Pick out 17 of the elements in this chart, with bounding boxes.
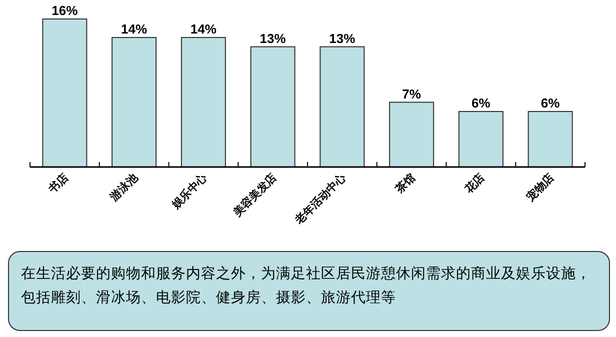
x-tick-label: 宠物店	[523, 170, 556, 204]
data-label: 14%	[121, 22, 148, 36]
x-tick-label: 游泳池	[106, 170, 141, 204]
data-label: 13%	[260, 30, 286, 46]
x-tick-label: 茶馆	[392, 170, 418, 196]
x-tick-label: 花店	[462, 170, 488, 196]
data-label: 7%	[402, 86, 422, 102]
data-label: 13%	[329, 30, 356, 46]
data-label: 14%	[190, 22, 217, 36]
x-tick-label: 书店	[45, 170, 71, 196]
x-tick-label: 老年活动中心	[292, 170, 350, 228]
x-tick-label: 美容美发店	[230, 170, 279, 220]
text: 在生活必要的购物和服务内容之外，为满足社区居民游憩休闲需求的商业及娱乐设施，包括雕刻、滑冰场、电影院、健身房、摄影、旅游代理等	[8, 251, 610, 331]
x-tick-label: 娱乐中心	[168, 170, 210, 212]
data-label: 6%	[540, 96, 560, 110]
data-label: 16%	[52, 3, 78, 18]
data-label: 6%	[472, 96, 491, 110]
